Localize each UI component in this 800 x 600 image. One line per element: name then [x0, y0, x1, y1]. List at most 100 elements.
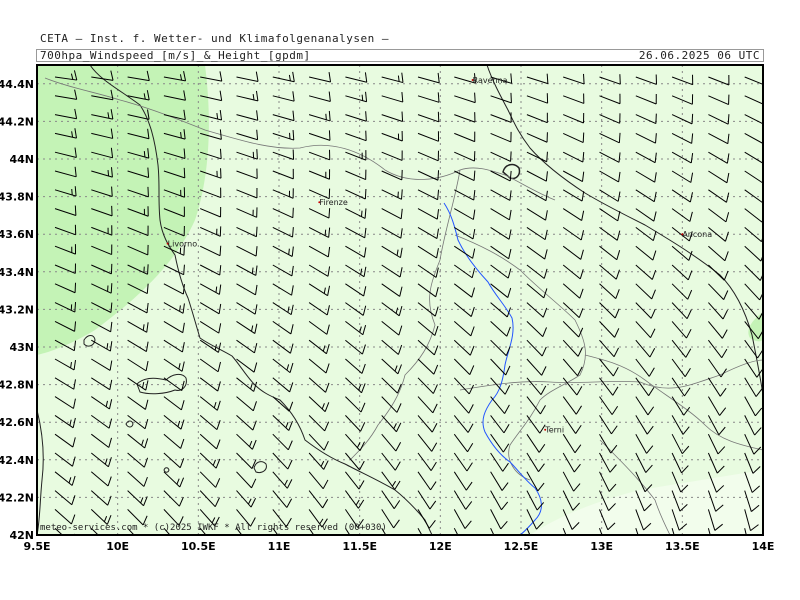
city-marker: [471, 79, 474, 82]
wind-barb: [308, 72, 332, 83]
wind-barb: [91, 89, 114, 101]
wind-barb: [236, 302, 258, 315]
wind-barb: [381, 452, 401, 471]
wind-barb: [200, 187, 222, 199]
wind-barb: [200, 90, 223, 102]
wind-barb: [163, 70, 187, 82]
wind-barb: [90, 452, 112, 468]
x-tick-label: 13.5E: [665, 540, 700, 553]
wind-barb: [526, 321, 548, 338]
wind-barb: [708, 321, 728, 339]
city-marker: [166, 242, 169, 245]
wind-barb: [708, 189, 730, 203]
wind-barb: [91, 358, 113, 371]
x-tick-label: 10E: [106, 540, 129, 553]
wind-barb: [345, 452, 365, 471]
wind-barb: [163, 187, 186, 198]
wind-barb: [199, 358, 222, 373]
wind-barb: [127, 377, 149, 391]
wind-barb: [744, 415, 762, 436]
wind-barb: [417, 471, 437, 491]
wind-barb: [599, 302, 620, 319]
wind-barb: [127, 206, 149, 217]
wind-barb: [54, 377, 76, 390]
region-border-north: [44, 77, 556, 201]
wind-barb: [381, 92, 404, 103]
wind-barb: [599, 321, 620, 338]
wind-barb: [490, 226, 512, 240]
wind-barb: [708, 114, 730, 125]
wind-barb: [526, 112, 548, 124]
wind-barb: [236, 110, 259, 121]
wind-barb: [345, 150, 367, 161]
region-border-lazio: [459, 359, 763, 391]
wind-barb: [308, 415, 330, 432]
wind-barb: [345, 130, 367, 142]
wind-barb: [127, 283, 149, 295]
y-axis: 42N 42.2N 42.4N 42.6N 42.8N 43N 43.2N 43.4N 43.6…: [0, 78, 34, 542]
wind-barb: [236, 377, 258, 392]
wind-barb: [272, 433, 293, 451]
wind-barb: [744, 452, 761, 474]
wind-barb: [54, 320, 77, 332]
wind-barb: [453, 433, 474, 453]
wind-barb: [163, 109, 186, 121]
wind-barb: [127, 90, 150, 101]
wind-barb: [599, 528, 603, 535]
wind-barb: [345, 283, 367, 297]
wind-barb: [599, 377, 619, 396]
wind-barb: [417, 433, 438, 452]
x-tick-label: 11E: [268, 540, 291, 553]
wind-barb: [707, 433, 726, 455]
region-border-tuscany: [349, 169, 461, 461]
x-tick-label: 13E: [590, 540, 613, 553]
wind-barb: [381, 415, 402, 433]
wind-barb: [708, 302, 728, 320]
wind-barb: [707, 415, 726, 436]
wind-barb: [671, 302, 692, 320]
wind-barb: [599, 509, 616, 531]
y-tick-label: 43N: [9, 341, 34, 354]
wind-barb: [454, 92, 476, 104]
wind-barb: [381, 111, 404, 122]
wind-barb: [54, 108, 78, 120]
wind-barb: [163, 320, 185, 334]
wind-barb: [54, 186, 77, 197]
wind-barb: [599, 132, 621, 144]
wind-barb: [272, 527, 279, 535]
wind-barb: [562, 302, 584, 319]
wind-barb: [562, 490, 580, 511]
wind-barb: [200, 148, 222, 160]
wind-barb: [562, 283, 584, 299]
wind-barbs: [54, 70, 763, 535]
wind-barb: [272, 396, 294, 412]
wind-barb: [417, 92, 440, 103]
y-tick-label: 43.4N: [0, 266, 34, 279]
city-label: Firenze: [319, 198, 348, 207]
wind-barb: [671, 170, 694, 183]
island-elba: [136, 373, 187, 395]
wind-barb: [744, 132, 763, 145]
region-border-marche: [584, 354, 763, 451]
wind-barb: [453, 490, 473, 510]
wind-barb: [163, 283, 185, 295]
y-tick-label: 44.4N: [0, 78, 34, 91]
wind-barb: [54, 471, 76, 486]
wind-barb: [599, 283, 620, 299]
y-tick-label: 43.2N: [0, 303, 34, 316]
wind-barb: [54, 205, 77, 216]
wind-barb: [308, 283, 331, 297]
wind-barb: [236, 320, 258, 334]
wind-barb: [127, 452, 149, 468]
wind-barb: [91, 339, 113, 352]
wind-barb: [90, 490, 112, 506]
wind-barb: [54, 358, 77, 371]
wind-barb: [127, 320, 149, 333]
wind-barb: [526, 452, 545, 472]
wind-barb: [562, 396, 582, 415]
wind-barb: [91, 147, 114, 159]
wind-barb: [744, 433, 762, 455]
wind-barb: [308, 339, 330, 355]
wind-barb: [236, 264, 258, 276]
